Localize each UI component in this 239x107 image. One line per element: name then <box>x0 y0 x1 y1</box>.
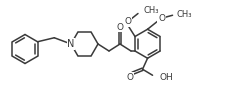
Text: CH₃: CH₃ <box>177 10 192 19</box>
Text: O: O <box>126 73 133 82</box>
Text: O: O <box>158 14 165 23</box>
Text: CH₃: CH₃ <box>144 6 159 15</box>
Text: N: N <box>67 39 75 49</box>
Text: O: O <box>116 22 124 31</box>
Text: OH: OH <box>160 73 173 82</box>
Text: O: O <box>125 17 131 26</box>
